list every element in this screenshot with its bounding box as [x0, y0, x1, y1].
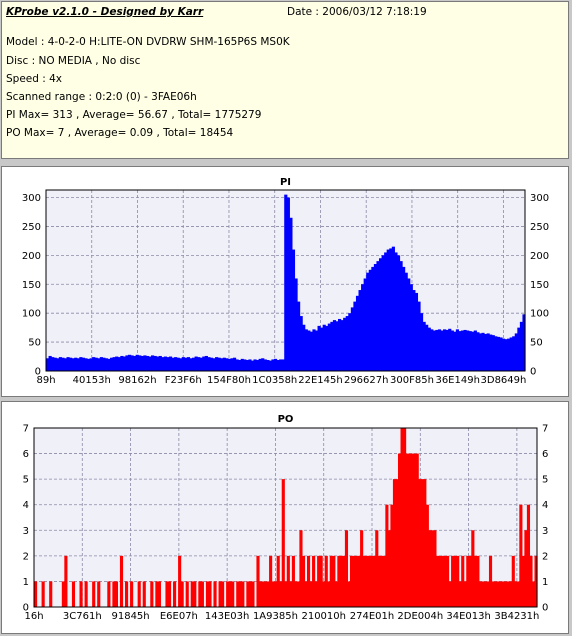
po-ytick-right-label: 7 — [542, 424, 548, 435]
po-bar — [120, 556, 123, 607]
pi-xtick-label: 1C0358h — [252, 375, 297, 386]
po-ytick-left-label: 6 — [23, 449, 29, 460]
pi-xtick-label: 154F80h — [207, 375, 251, 386]
po-chart: PO0 01 12 23 34 45 56 67 716h 3C761h 91845h E6E07h 1… — [2, 402, 568, 633]
pi-xtick-label: F23F6h — [165, 375, 202, 386]
pi-ytick-left-label: 300 — [22, 193, 41, 204]
po-bar — [92, 581, 95, 607]
po-bar — [201, 581, 204, 607]
po-ytick-right-label: 3 — [542, 526, 548, 537]
po-bar — [241, 581, 244, 607]
disc-line: Disc : NO MEDIA , No disc — [6, 55, 140, 67]
po-ytick-left-label: 1 — [23, 577, 29, 588]
po-xtick-label: 1A9385h — [253, 611, 298, 622]
po-bar — [115, 581, 118, 607]
po-bar — [72, 581, 75, 607]
pi-ytick-right-label: 200 — [530, 251, 549, 262]
po-bar — [221, 581, 224, 607]
scanned-range-line: Scanned range : 0:2:0 (0) - 3FAE06h — [6, 91, 197, 103]
po-xtick-label: E6E07h — [160, 611, 198, 622]
po-xtick-label: 16h — [24, 611, 43, 622]
pi-xtick-label: 3D8649h — [481, 375, 527, 386]
po-bar — [168, 581, 171, 607]
pi-ytick-right-label: 250 — [530, 222, 549, 233]
pi-chart-panel: PI 0 0 50 50 100 100 150 150 200 200 250 250 300 300 89… — [1, 166, 569, 397]
pi-xtick-label: 22E145h — [298, 375, 342, 386]
po-ytick-right-label: 0 — [542, 603, 548, 614]
speed-line: Speed : 4x — [6, 73, 62, 85]
pi-ytick-left-label: 50 — [28, 338, 41, 349]
po-ytick-left-label: 3 — [23, 526, 29, 537]
po-ytick-right-label: 6 — [542, 449, 548, 460]
po-bar — [193, 581, 196, 607]
pi-chart: PI 0 0 50 50 100 100 150 150 200 200 250 250 300 300 89… — [2, 167, 568, 396]
model-line: Model : 4-0-2-0 H:LITE-ON DVDRW SHM-165P… — [6, 36, 290, 48]
po-bar — [107, 581, 110, 607]
po-ytick-left-label: 2 — [23, 551, 29, 562]
po-bar — [208, 581, 211, 607]
po-xtick-label: 3C761h — [63, 611, 102, 622]
po-bar — [150, 581, 153, 607]
po-ytick-right-label: 4 — [542, 500, 548, 511]
pi-chart-title: PI — [280, 177, 291, 188]
po-bar — [125, 581, 128, 607]
pi-xtick-label: 36E149h — [435, 375, 479, 386]
app-title: KProbe v2.1.0 - Designed by Karr — [6, 6, 203, 18]
po-bar — [181, 581, 184, 607]
pi-xtick-label: 89h — [36, 375, 55, 386]
po-bar — [85, 581, 88, 607]
po-bar — [186, 581, 189, 607]
po-bar — [49, 581, 52, 607]
po-bar — [138, 581, 141, 607]
po-xtick-label: 2DE004h — [397, 611, 443, 622]
po-ytick-right-label: 2 — [542, 551, 548, 562]
po-bar — [213, 581, 216, 607]
po-bar — [64, 556, 67, 607]
pi-ytick-right-label: 300 — [530, 193, 549, 204]
pi-ytick-left-label: 150 — [22, 280, 41, 291]
po-xtick-label: 143E03h — [205, 611, 249, 622]
po-xtick-label: 210010h — [301, 611, 346, 622]
po-bar — [130, 581, 133, 607]
po-chart-panel: PO 0 0 1 1 2 2 3 3 4 4 5 5 6 6 7 7 16h 3C761h 91845h E6E07h 1… — [1, 401, 569, 634]
po-ytick-left-label: 4 — [23, 500, 29, 511]
po-xtick-label: 34E013h — [446, 611, 490, 622]
pi-ytick-right-label: 100 — [530, 309, 549, 320]
po-bar — [97, 581, 100, 607]
po-xtick-label: 274E01h — [350, 611, 394, 622]
pi-xtick-label: 40153h — [73, 375, 111, 386]
po-bar — [143, 581, 146, 607]
pi-ytick-right-label: 50 — [530, 338, 543, 349]
po-ytick-left-label: 5 — [23, 475, 29, 486]
po-bar — [231, 581, 234, 607]
pi-xtick-label: 98162h — [118, 375, 156, 386]
info-panel: KProbe v2.1.0 - Designed by Karr Date : … — [1, 1, 569, 159]
pi-ytick-left-label: 250 — [22, 222, 41, 233]
po-chart-title: PO — [278, 414, 294, 425]
po-bar — [80, 581, 83, 607]
pi-ytick-left-label: 100 — [22, 309, 41, 320]
pi-ytick-right-label: 150 — [530, 280, 549, 291]
scan-date: Date : 2006/03/12 7:18:19 — [287, 6, 427, 18]
po-bar — [251, 581, 254, 607]
pi-ytick-right-label: 0 — [530, 367, 536, 378]
po-bar — [158, 581, 161, 607]
pi-xtick-label: 296627h — [344, 375, 389, 386]
po-xtick-label: 3B4231h — [494, 611, 539, 622]
pi-ytick-left-label: 200 — [22, 251, 41, 262]
po-bar — [173, 581, 176, 607]
pi-summary-line: PI Max= 313 , Average= 56.67 , Total= 17… — [6, 109, 261, 121]
po-ytick-left-label: 7 — [23, 424, 29, 435]
po-ytick-right-label: 1 — [542, 577, 548, 588]
po-ytick-right-label: 5 — [542, 475, 548, 486]
po-summary-line: PO Max= 7 , Average= 0.09 , Total= 18454 — [6, 127, 233, 139]
po-xtick-label: 91845h — [111, 611, 149, 622]
po-bar — [42, 581, 45, 607]
pi-xtick-label: 300F85h — [390, 375, 434, 386]
